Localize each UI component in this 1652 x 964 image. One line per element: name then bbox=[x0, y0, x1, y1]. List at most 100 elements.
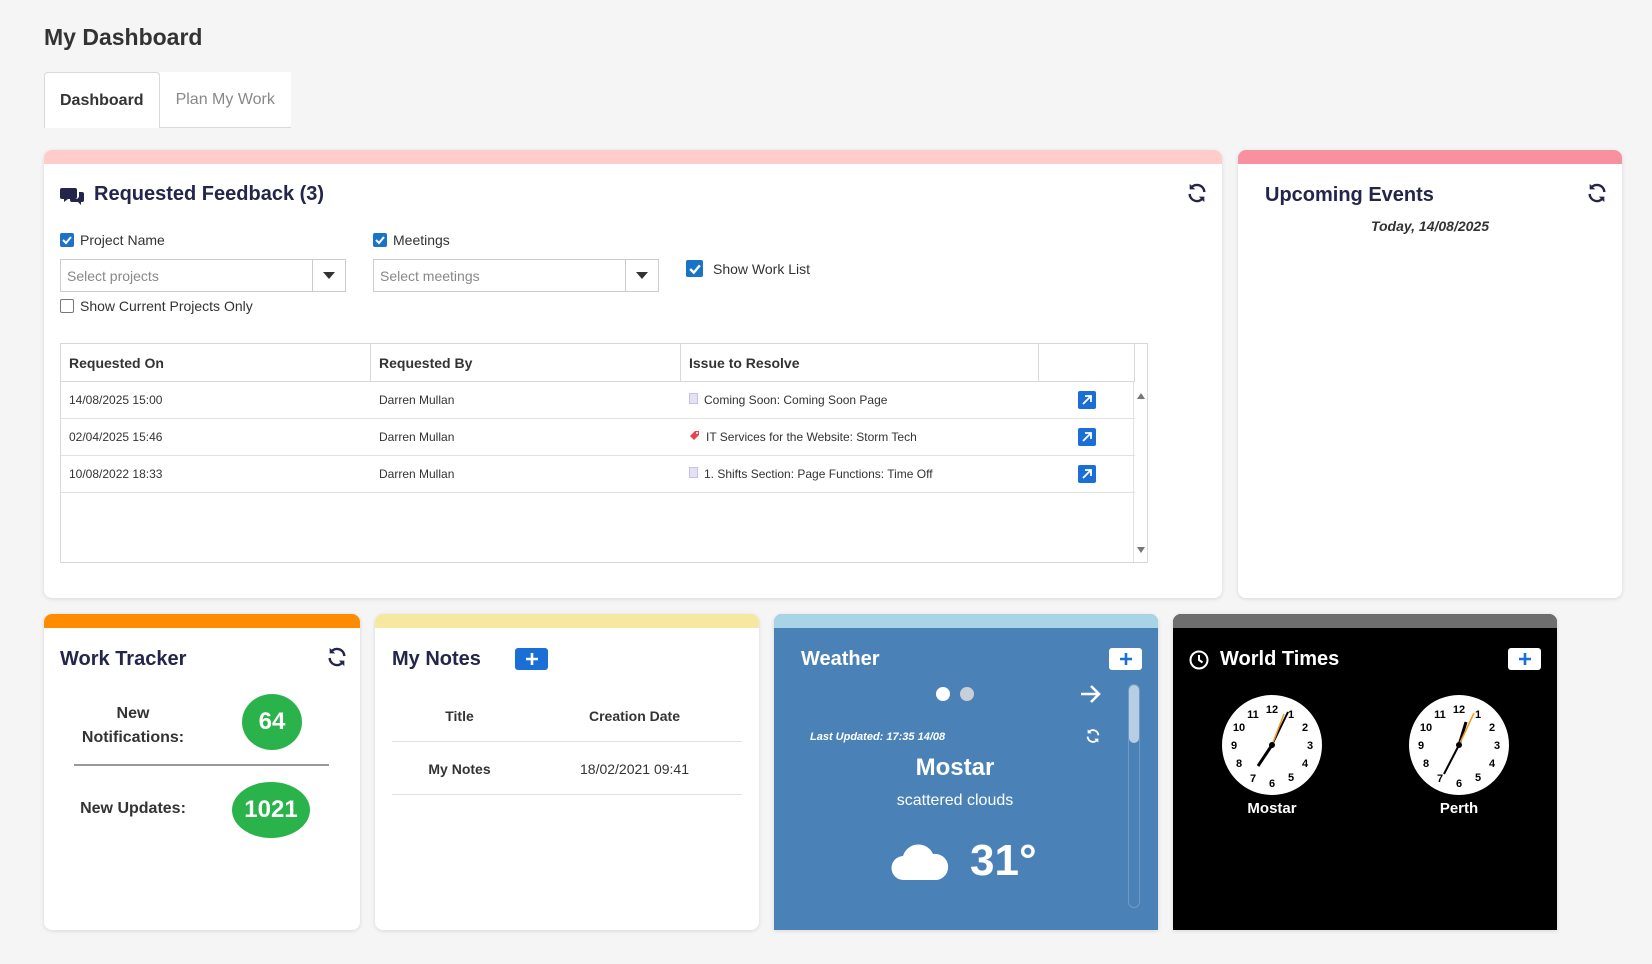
requested-by-cell: Darren Mullan bbox=[379, 467, 455, 481]
note-title-cell: My Notes bbox=[428, 760, 491, 777]
show-work-list-label: Show Work List bbox=[713, 260, 810, 277]
column-header[interactable]: Title bbox=[445, 707, 474, 724]
svg-text:6: 6 bbox=[1456, 778, 1462, 790]
requested-on-cell: 02/04/2025 15:46 bbox=[69, 430, 163, 444]
page-title: My Dashboard bbox=[44, 24, 203, 50]
show-work-list-checkbox[interactable]: Show Work List bbox=[686, 260, 810, 277]
table-row[interactable]: 02/04/2025 15:46 Darren Mullan IT Servic… bbox=[61, 419, 1135, 456]
updates-count-badge[interactable]: 1021 bbox=[232, 782, 310, 838]
open-external-icon[interactable] bbox=[1078, 391, 1096, 409]
arrow-right-icon[interactable] bbox=[1080, 684, 1102, 709]
analog-clock-perth: 12 1 2 3 4 5 6 7 8 9 10 11 bbox=[1408, 694, 1510, 801]
scroll-down-icon[interactable] bbox=[1137, 540, 1145, 558]
clock-city-label: Mostar bbox=[1247, 800, 1297, 817]
refresh-icon[interactable] bbox=[1085, 728, 1101, 749]
card-accent-bar bbox=[1238, 150, 1622, 164]
plus-icon bbox=[1518, 653, 1531, 665]
page-icon bbox=[689, 393, 698, 407]
notifications-label-line2: Notifications: bbox=[81, 729, 185, 746]
current-projects-checkbox[interactable]: Show Current Projects Only bbox=[60, 298, 253, 314]
checkbox-checked-icon bbox=[686, 260, 703, 277]
notifications-label-line1: New bbox=[116, 705, 150, 722]
refresh-icon[interactable] bbox=[1186, 182, 1208, 204]
issue-text: 1. Shifts Section: Page Functions: Time … bbox=[704, 467, 933, 481]
svg-text:1: 1 bbox=[1288, 709, 1294, 721]
svg-text:11: 11 bbox=[1247, 709, 1259, 721]
chevron-down-icon[interactable] bbox=[625, 260, 658, 291]
scroll-up-icon[interactable] bbox=[1137, 386, 1145, 404]
refresh-icon[interactable] bbox=[326, 646, 348, 668]
note-date-cell: 18/02/2021 09:41 bbox=[580, 760, 689, 777]
work-tracker-title: Work Tracker bbox=[60, 648, 187, 670]
notes-title: My Notes bbox=[392, 648, 481, 670]
notifications-label: New Notifications: bbox=[66, 702, 200, 750]
column-header-actions bbox=[1039, 344, 1135, 382]
add-clock-button[interactable] bbox=[1508, 648, 1541, 670]
meetings-select-placeholder: Select meetings bbox=[380, 267, 480, 284]
column-header[interactable]: Issue to Resolve bbox=[681, 344, 1039, 382]
tab-bar: Dashboard Plan My Work bbox=[44, 72, 291, 128]
column-header[interactable]: Requested By bbox=[371, 344, 681, 382]
meetings-checkbox[interactable]: Meetings bbox=[373, 232, 450, 248]
svg-text:8: 8 bbox=[1236, 758, 1242, 770]
table-row[interactable]: 10/08/2022 18:33 Darren Mullan 1. Shifts… bbox=[61, 456, 1135, 493]
open-external-icon[interactable] bbox=[1078, 465, 1096, 483]
events-title: Upcoming Events bbox=[1265, 184, 1434, 206]
svg-text:12: 12 bbox=[1266, 704, 1278, 716]
svg-text:7: 7 bbox=[1250, 773, 1256, 785]
issue-cell: IT Services for the Website: Storm Tech bbox=[681, 419, 1039, 455]
carousel-dot-active[interactable] bbox=[936, 687, 950, 701]
table-header: Requested On Requested By Issue to Resol… bbox=[61, 344, 1135, 382]
weather-scrollbar[interactable] bbox=[1128, 684, 1140, 908]
meetings-select[interactable]: Select meetings bbox=[373, 259, 659, 292]
cloud-icon bbox=[890, 842, 950, 887]
refresh-icon[interactable] bbox=[1586, 182, 1608, 204]
svg-text:10: 10 bbox=[1233, 722, 1245, 734]
add-location-button[interactable] bbox=[1109, 648, 1142, 670]
clock-city-label: Perth bbox=[1439, 800, 1479, 817]
page-icon bbox=[689, 467, 698, 481]
scrollbar-thumb[interactable] bbox=[1129, 685, 1139, 743]
weather-title: Weather bbox=[801, 648, 880, 670]
open-external-icon[interactable] bbox=[1078, 428, 1096, 446]
feedback-table: Requested On Requested By Issue to Resol… bbox=[60, 343, 1148, 563]
weather-temperature: 31° bbox=[970, 836, 1037, 885]
add-note-button[interactable] bbox=[515, 648, 548, 670]
meetings-label: Meetings bbox=[393, 232, 450, 248]
weather-card: Weather Last Updated: 17:35 14/08 Mostar… bbox=[774, 614, 1158, 930]
project-name-checkbox[interactable]: Project Name bbox=[60, 232, 165, 248]
table-scrollbar[interactable] bbox=[1133, 382, 1147, 562]
tab-dashboard[interactable]: Dashboard bbox=[44, 72, 160, 128]
tag-icon bbox=[689, 430, 700, 444]
divider bbox=[74, 764, 329, 766]
current-projects-label: Show Current Projects Only bbox=[80, 298, 253, 314]
card-accent-bar bbox=[1173, 614, 1557, 628]
carousel-dot[interactable] bbox=[960, 687, 974, 701]
chevron-down-icon[interactable] bbox=[312, 260, 345, 291]
card-accent-bar bbox=[44, 614, 360, 628]
plus-icon bbox=[525, 653, 538, 665]
project-select[interactable]: Select projects bbox=[60, 259, 346, 292]
card-accent-bar bbox=[774, 614, 1158, 628]
tab-plan-my-work[interactable]: Plan My Work bbox=[159, 72, 291, 128]
notes-header-row: Title Creation Date bbox=[392, 690, 742, 742]
svg-text:3: 3 bbox=[1307, 740, 1313, 752]
column-header[interactable]: Requested On bbox=[61, 344, 371, 382]
svg-text:6: 6 bbox=[1269, 778, 1275, 790]
notifications-count-badge[interactable]: 64 bbox=[242, 694, 302, 750]
svg-text:2: 2 bbox=[1302, 722, 1308, 734]
actions-cell bbox=[1039, 456, 1135, 492]
svg-text:10: 10 bbox=[1420, 722, 1432, 734]
comments-icon bbox=[60, 186, 84, 211]
card-accent-bar bbox=[44, 150, 1222, 164]
analog-clock-mostar: 12 1 2 3 4 5 6 7 8 9 10 11 bbox=[1221, 694, 1323, 801]
project-name-label: Project Name bbox=[80, 232, 165, 248]
clock-icon bbox=[1189, 650, 1209, 675]
requested-by-cell: Darren Mullan bbox=[379, 430, 455, 444]
svg-text:3: 3 bbox=[1494, 740, 1500, 752]
column-header[interactable]: Creation Date bbox=[588, 707, 681, 724]
plus-icon bbox=[1119, 653, 1132, 665]
weather-updated: Last Updated: 17:35 14/08 bbox=[810, 731, 946, 743]
table-row[interactable]: My Notes 18/02/2021 09:41 bbox=[392, 743, 742, 795]
table-row[interactable]: 14/08/2025 15:00 Darren Mullan Coming So… bbox=[61, 382, 1135, 419]
